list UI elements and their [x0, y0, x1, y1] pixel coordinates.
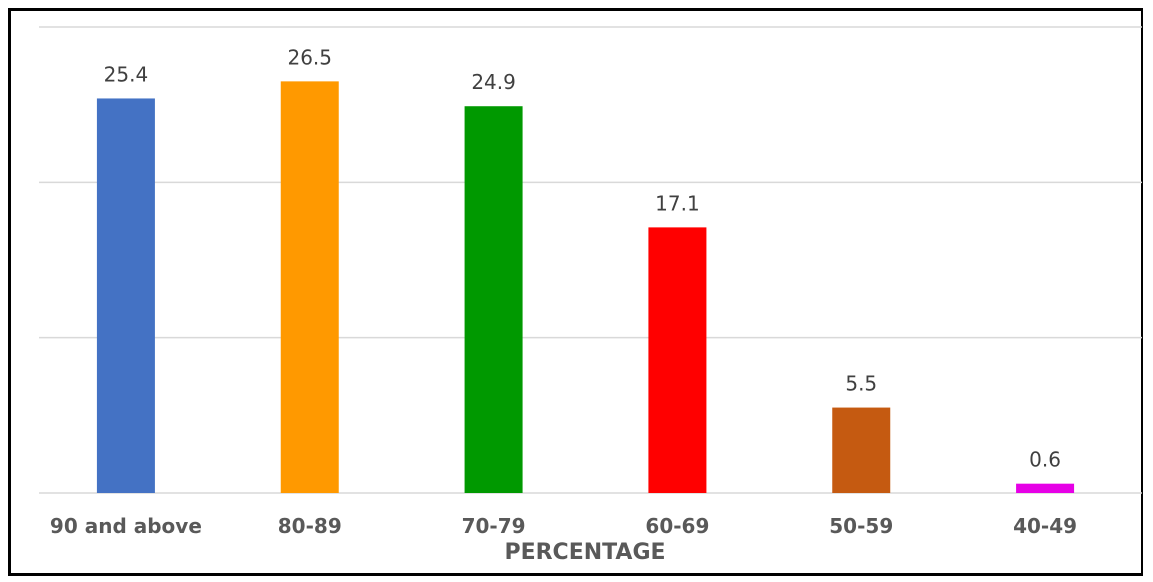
x-axis-title: PERCENTAGE [504, 540, 665, 565]
data-label: 26.5 [287, 45, 332, 69]
bar [832, 407, 891, 493]
bar [464, 106, 523, 493]
data-label: 24.9 [471, 70, 516, 94]
bar-chart: 25.4 26.5 24.9 17.1 5.5 0.6 90 and above 80-89… [39, 26, 1142, 565]
data-label: 17.1 [655, 191, 700, 215]
bar [280, 81, 339, 493]
category-label: 50-59 [829, 514, 893, 538]
data-label: 25.4 [104, 62, 149, 86]
bar [648, 227, 707, 493]
category-label: 40-49 [1013, 514, 1077, 538]
data-label: 5.5 [845, 372, 877, 396]
category-label: 70-79 [462, 514, 526, 538]
category-label: 60-69 [645, 514, 709, 538]
chart-frame: 25.4 26.5 24.9 17.1 5.5 0.6 90 and above 80-89… [8, 8, 1143, 576]
data-label: 0.6 [1029, 448, 1061, 472]
data-labels: 25.4 26.5 24.9 17.1 5.5 0.6 [104, 45, 1061, 471]
bar [1016, 483, 1075, 493]
category-label: 90 and above [50, 514, 202, 538]
category-label: 80-89 [278, 514, 342, 538]
bars [96, 81, 1075, 493]
category-labels: 90 and above 80-89 70-79 60-69 50-59 40-49 [50, 514, 1077, 538]
gridlines [39, 26, 1142, 494]
bar [96, 98, 155, 493]
